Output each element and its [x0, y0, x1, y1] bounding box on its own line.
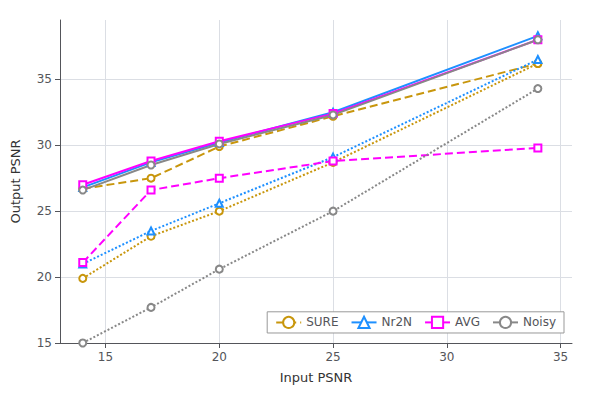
svg-text:AVG: AVG [455, 315, 480, 329]
svg-text:25: 25 [37, 204, 52, 218]
svg-text:Output PSNR: Output PSNR [8, 139, 23, 223]
svg-text:15: 15 [37, 336, 52, 350]
svg-text:30: 30 [439, 350, 454, 364]
svg-text:Input PSNR: Input PSNR [280, 370, 353, 385]
svg-text:30: 30 [37, 138, 52, 152]
svg-text:35: 35 [37, 72, 52, 86]
svg-text:SURE: SURE [306, 315, 338, 329]
svg-text:15: 15 [98, 350, 113, 364]
svg-text:Nr2N: Nr2N [382, 315, 413, 329]
svg-text:35: 35 [553, 350, 568, 364]
svg-text:20: 20 [212, 350, 227, 364]
svg-text:25: 25 [325, 350, 340, 364]
svg-text:20: 20 [37, 270, 52, 284]
svg-text:Noisy: Noisy [523, 315, 556, 329]
